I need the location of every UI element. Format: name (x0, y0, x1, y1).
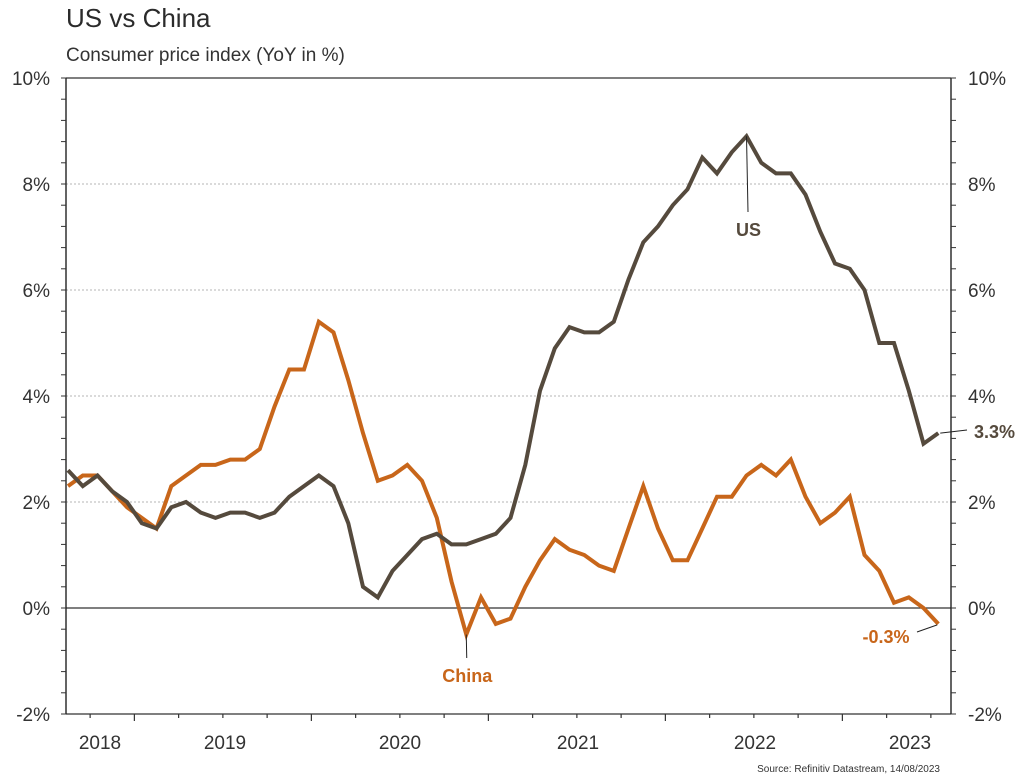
x-tick-label-year: 2020 (379, 733, 421, 754)
annotation-leader-us (746, 136, 749, 213)
y-axis-left: -2% 0% 2% 4% 6% 8% 10% (12, 69, 50, 726)
y-tick-label-left: 4% (23, 387, 51, 408)
y-tick-label-left: 10% (12, 69, 50, 90)
annotation-leader-us-last (940, 429, 968, 434)
annotation-label-china: China (442, 666, 493, 686)
y-tick-label-left: 6% (23, 281, 51, 302)
chart-subtitle: Consumer price index (YoY in %) (66, 45, 345, 66)
y-tick-label-left: -2% (16, 705, 50, 726)
series-line-us (66, 132, 940, 601)
series-line-china (66, 318, 940, 641)
axes (61, 77, 956, 715)
y-tick-label-right: 8% (968, 175, 996, 196)
x-tick-label-year: 2019 (204, 733, 246, 754)
y-tick-label-right: -2% (968, 705, 1002, 726)
y-tick-label-right: 4% (968, 387, 996, 408)
y-axis-right: -2% 0% 2% 4% 6% 8% 10% (968, 69, 1006, 726)
y-tick-label-right: 6% (968, 281, 996, 302)
x-tick-label-year: 2023 (889, 733, 931, 754)
y-tick-label-left: 8% (23, 175, 51, 196)
x-tick-label-year: 2022 (734, 733, 776, 754)
annotation-label-us-last: 3.3% (974, 422, 1015, 442)
annotation-leader-china-last (916, 624, 938, 633)
y-tick-label-right: 2% (968, 493, 996, 514)
y-tick-label-right: 0% (968, 599, 996, 620)
x-tick-label-year: 2018 (79, 733, 121, 754)
x-axis: 2018 2019 2020 2021 2022 2023 (79, 714, 932, 754)
annotations: US China 3.3% -0.3% (442, 136, 1015, 686)
source-note: Source: Refinitiv Datastream, 14/08/2023 (757, 764, 940, 775)
y-tick-label-left: 2% (23, 493, 51, 514)
series-lines (66, 132, 940, 641)
y-tick-label-right: 10% (968, 69, 1006, 90)
gridlines (66, 183, 951, 503)
annotation-leader-china (465, 634, 468, 659)
y-tick-label-left: 0% (23, 599, 51, 620)
chart-title: US vs China (66, 3, 211, 33)
annotation-label-us: US (736, 220, 761, 240)
x-tick-label-year: 2021 (557, 733, 599, 754)
annotation-label-china-last: -0.3% (862, 627, 909, 647)
